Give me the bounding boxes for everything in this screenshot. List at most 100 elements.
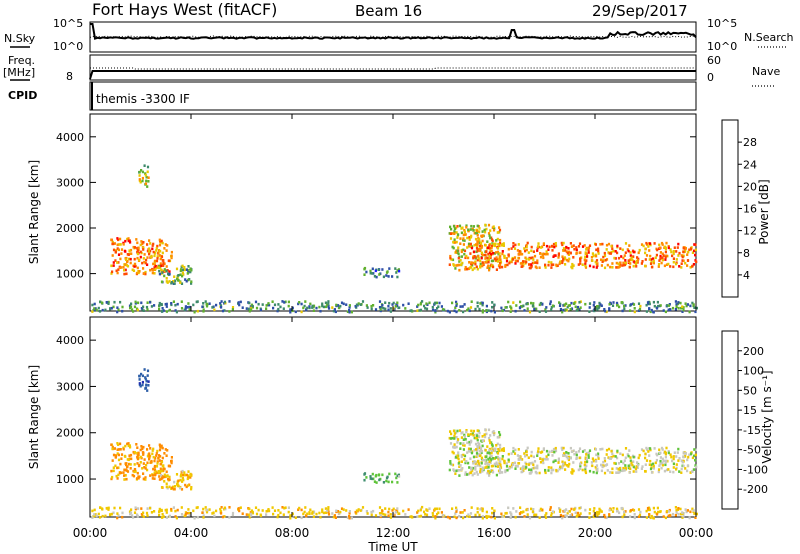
echo-cell: [501, 455, 504, 458]
echo-cell: [425, 302, 428, 305]
echo-cell: [148, 249, 151, 253]
echo-cell: [579, 512, 582, 515]
echo-cell: [165, 454, 168, 457]
echo-cell: [549, 508, 552, 511]
echo-cell: [391, 275, 394, 278]
echo-cell: [694, 248, 697, 252]
echo-cell: [338, 306, 341, 310]
echo-cell: [674, 514, 677, 517]
echo-cell: [184, 306, 187, 310]
echo-cell: [647, 302, 650, 306]
echo-cell: [620, 460, 623, 463]
echo-cell: [596, 510, 599, 514]
echo-cell: [562, 510, 565, 513]
echo-cell: [456, 429, 459, 433]
echo-cell: [632, 460, 635, 463]
echo-cell: [250, 509, 253, 512]
echo-cell: [650, 265, 654, 269]
echo-cell: [458, 465, 461, 468]
echo-cell: [289, 516, 292, 520]
echo-cell: [692, 263, 695, 266]
echo-cell: [118, 266, 122, 269]
echo-cell: [604, 464, 607, 467]
echo-cell: [498, 228, 502, 232]
echo-cell: [139, 180, 142, 184]
echo-cell: [117, 238, 120, 242]
echo-cell: [645, 310, 648, 313]
echo-cell: [138, 170, 141, 174]
echo-cell: [374, 474, 377, 478]
echo-cell: [467, 449, 470, 453]
echo-cell: [514, 464, 517, 468]
echo-cell: [565, 302, 568, 306]
echo-cell: [148, 247, 151, 250]
echo-cell: [468, 236, 471, 239]
echo-cell: [122, 471, 125, 474]
colorbar-tick-label: 50: [743, 384, 757, 397]
echo-cell: [646, 507, 650, 510]
echo-cell: [475, 452, 479, 455]
echo-cell: [613, 256, 616, 260]
echo-cell: [384, 513, 387, 517]
colorbar-tick-label: -15: [743, 424, 761, 437]
echo-cell: [150, 511, 153, 514]
echo-cell: [485, 304, 488, 308]
echo-cell: [139, 461, 142, 464]
echo-cell: [98, 516, 102, 519]
echo-cell: [605, 516, 608, 520]
echo-cell: [380, 512, 383, 515]
echo-cell: [417, 509, 420, 513]
echo-cell: [300, 516, 303, 520]
echo-cell: [675, 250, 678, 253]
echo-cell: [183, 308, 186, 312]
echo-cell: [449, 442, 453, 445]
echo-cell: [675, 511, 678, 514]
echo-cell: [474, 460, 477, 464]
echo-cell: [190, 280, 193, 283]
echo-cell: [124, 474, 127, 477]
echo-cell: [187, 269, 190, 272]
echo-cell: [562, 304, 565, 307]
echo-cell: [463, 458, 466, 461]
echo-cell: [597, 512, 600, 516]
echo-cell: [574, 305, 577, 309]
echo-cell: [470, 439, 473, 443]
echo-cell: [493, 257, 496, 261]
echo-cell: [136, 246, 139, 250]
echo-cell: [149, 242, 152, 245]
echo-cell: [166, 474, 169, 477]
echo-cell: [639, 304, 642, 308]
echo-cell: [478, 244, 481, 248]
echo-cell: [515, 304, 518, 307]
echo-cell: [505, 306, 508, 309]
echo-cell: [388, 472, 391, 476]
echo-cell: [471, 432, 474, 435]
echo-cell: [598, 301, 601, 305]
echo-cell: [474, 232, 477, 235]
echo-cell: [498, 226, 501, 229]
echo-cell: [215, 509, 218, 513]
echo-cell: [170, 456, 173, 459]
echo-cell: [189, 267, 192, 270]
echo-cell: [481, 239, 484, 243]
echo-cell: [394, 472, 397, 476]
echo-cell: [289, 514, 292, 517]
echo-cell: [677, 242, 680, 246]
echo-cell: [585, 464, 588, 468]
echo-cell: [123, 249, 126, 253]
echo-cell: [492, 470, 495, 474]
echo-cell: [144, 386, 148, 390]
echo-cell: [153, 510, 156, 513]
echo-cell: [575, 515, 578, 518]
echo-cell: [490, 244, 493, 248]
echo-cell: [147, 176, 150, 179]
echo-cell: [601, 242, 604, 246]
echo-cell: [117, 253, 121, 256]
echo-cell: [133, 468, 137, 471]
echo-cell: [116, 247, 119, 250]
echo-cell: [490, 455, 493, 458]
echo-cell: [118, 448, 121, 451]
colorbar-tick-label: 28: [743, 136, 757, 149]
time-axis: 00:00 04:00 08:00 12:00 16:00 20:00 00:00: [73, 114, 713, 540]
echo-cell: [593, 301, 596, 304]
